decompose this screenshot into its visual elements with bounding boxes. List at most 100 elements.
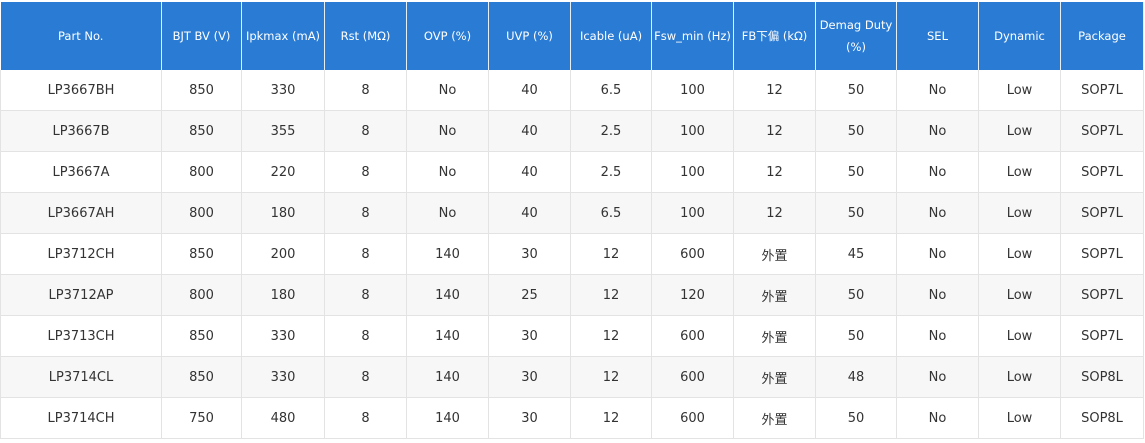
- table-row: LP3667B 850 355 8 No 40 2.5 100 12 50 No Low SOP7L: [0, 110, 1144, 152]
- table-cell: No: [896, 110, 979, 152]
- table-cell: Low: [978, 70, 1061, 111]
- table-cell: 850: [161, 315, 242, 357]
- table-cell: No: [896, 192, 979, 234]
- table-cell: LP3667B: [0, 110, 162, 152]
- table-cell: 50: [815, 151, 897, 193]
- table-cell: Low: [978, 274, 1061, 316]
- table-row: LP3712CH 850 200 8 140 30 12 600 外置 45 No Low SOP7L: [0, 233, 1144, 275]
- table-cell: 600: [651, 397, 734, 439]
- table-cell: 100: [651, 192, 734, 234]
- table-cell: 30: [488, 315, 571, 357]
- table-cell: LP3712CH: [0, 233, 162, 275]
- header-row: Part No. BJT BV (V) Ipkmax (mA) Rst (MΩ) OVP…: [0, 2, 1144, 70]
- table-cell: 30: [488, 233, 571, 275]
- table-cell: SOP8L: [1060, 356, 1144, 398]
- table-cell: No: [896, 233, 979, 275]
- table-cell: LP3712AP: [0, 274, 162, 316]
- table-cell: 8: [324, 356, 407, 398]
- table-cell: 外置: [733, 397, 816, 439]
- table-cell: 100: [651, 151, 734, 193]
- table-row: LP3667A 800 220 8 No 40 2.5 100 12 50 No Low SOP7L: [0, 151, 1144, 193]
- column-header: OVP (%): [406, 2, 489, 70]
- table-cell: 800: [161, 192, 242, 234]
- table-cell: 40: [488, 70, 571, 111]
- table-cell: No: [896, 356, 979, 398]
- table-cell: 120: [651, 274, 734, 316]
- table-cell: 8: [324, 70, 407, 111]
- table-cell: 12: [733, 110, 816, 152]
- table-cell: 6.5: [570, 192, 652, 234]
- table-cell: 2.5: [570, 110, 652, 152]
- table-cell: 8: [324, 192, 407, 234]
- table-cell: 12: [733, 192, 816, 234]
- table-cell: LP3714CL: [0, 356, 162, 398]
- table-cell: 850: [161, 70, 242, 111]
- column-header: Dynamic: [978, 2, 1061, 70]
- table-cell: 8: [324, 110, 407, 152]
- column-header: Icable (uA): [570, 2, 652, 70]
- table-cell: No: [896, 151, 979, 193]
- table-cell: 850: [161, 233, 242, 275]
- column-header: Part No.: [0, 2, 162, 70]
- column-header: Ipkmax (mA): [241, 2, 325, 70]
- column-header: Rst (MΩ): [324, 2, 407, 70]
- table-cell: No: [406, 110, 489, 152]
- table-cell: 355: [241, 110, 325, 152]
- table-cell: 200: [241, 233, 325, 275]
- table-cell: LP3667A: [0, 151, 162, 193]
- table-cell: 外置: [733, 315, 816, 357]
- table-cell: 12: [570, 397, 652, 439]
- table-cell: 8: [324, 315, 407, 357]
- table-cell: 8: [324, 233, 407, 275]
- table-cell: 外置: [733, 274, 816, 316]
- table-cell: 750: [161, 397, 242, 439]
- table-cell: 50: [815, 70, 897, 111]
- column-header: Fsw_min (Hz): [651, 2, 734, 70]
- table-cell: SOP8L: [1060, 397, 1144, 439]
- table-row: LP3667BH 850 330 8 No 40 6.5 100 12 50 No Low SOP7L: [0, 70, 1144, 111]
- table-cell: 8: [324, 397, 407, 439]
- table-cell: 140: [406, 356, 489, 398]
- table-cell: Low: [978, 110, 1061, 152]
- table-cell: 45: [815, 233, 897, 275]
- table-cell: 25: [488, 274, 571, 316]
- table-cell: Low: [978, 151, 1061, 193]
- table-cell: 50: [815, 315, 897, 357]
- table-cell: 12: [733, 151, 816, 193]
- table-cell: 8: [324, 151, 407, 193]
- table-cell: 12: [570, 274, 652, 316]
- table-cell: 12: [570, 356, 652, 398]
- table-cell: 180: [241, 192, 325, 234]
- table-cell: 50: [815, 192, 897, 234]
- table-cell: SOP7L: [1060, 192, 1144, 234]
- column-header: BJT BV (V): [161, 2, 242, 70]
- table-cell: 30: [488, 397, 571, 439]
- table-cell: No: [896, 274, 979, 316]
- table-cell: 48: [815, 356, 897, 398]
- table-cell: No: [406, 70, 489, 111]
- table-cell: 50: [815, 110, 897, 152]
- table-cell: 50: [815, 397, 897, 439]
- table-cell: SOP7L: [1060, 233, 1144, 275]
- table-cell: Low: [978, 397, 1061, 439]
- table-cell: LP3713CH: [0, 315, 162, 357]
- table-cell: SOP7L: [1060, 274, 1144, 316]
- table-cell: 外置: [733, 233, 816, 275]
- column-header: UVP (%): [488, 2, 571, 70]
- table-row: LP3714CL 850 330 8 140 30 12 600 外置 48 No Low SOP8L: [0, 356, 1144, 398]
- table-cell: 30: [488, 356, 571, 398]
- table-cell: No: [406, 192, 489, 234]
- table-cell: Low: [978, 192, 1061, 234]
- table-cell: No: [406, 151, 489, 193]
- table-cell: 330: [241, 356, 325, 398]
- table-cell: 6.5: [570, 70, 652, 111]
- table-cell: Low: [978, 233, 1061, 275]
- table-cell: 140: [406, 233, 489, 275]
- column-header: Package: [1060, 2, 1144, 70]
- table-cell: 600: [651, 356, 734, 398]
- table-cell: 40: [488, 110, 571, 152]
- table-cell: 2.5: [570, 151, 652, 193]
- table-cell: 8: [324, 274, 407, 316]
- table-cell: 600: [651, 233, 734, 275]
